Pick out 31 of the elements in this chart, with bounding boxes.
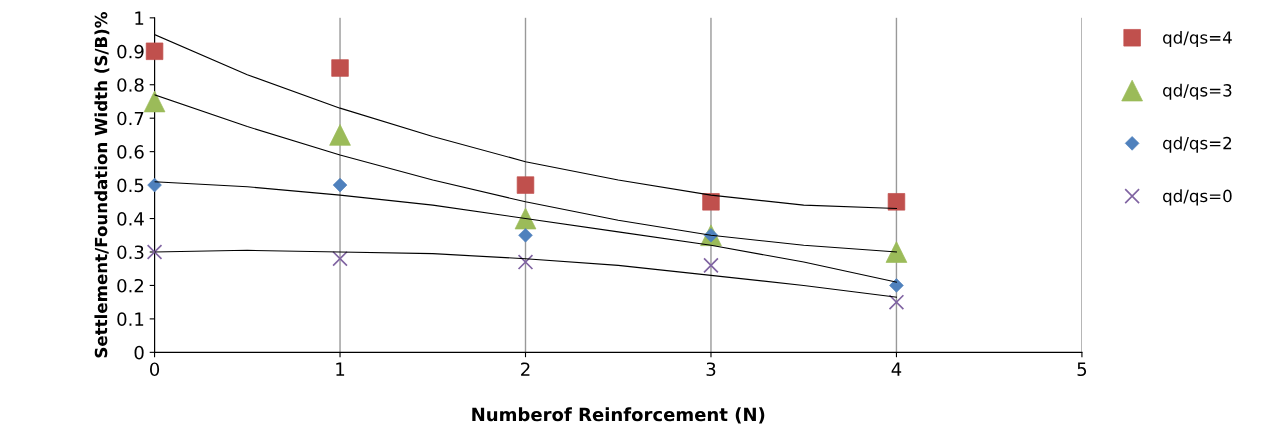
- x-tick-label: 4: [891, 362, 902, 376]
- y-tick-label: 0.1: [117, 312, 144, 327]
- x-tick-label: 3: [706, 362, 716, 377]
- y-tick-label: 0.2: [117, 278, 144, 293]
- y-tick-label: 0.6: [117, 145, 144, 159]
- point: [703, 257, 719, 274]
- y-tick-label: 0.9: [117, 44, 144, 59]
- point: [518, 228, 533, 243]
- point: [516, 176, 535, 194]
- legend-label: qd/qs=2: [1163, 136, 1232, 153]
- y-tick-label: 0.8: [117, 78, 144, 92]
- point: [517, 254, 534, 270]
- point: [332, 250, 348, 267]
- x-tick-label: 1: [336, 362, 345, 376]
- y-tick-label: 0.5: [117, 178, 144, 193]
- y-axis-title: Settlement/Foundation Width (S/B)%: [94, 12, 110, 358]
- x-axis-title: Numberof Reinforcement (N): [472, 407, 765, 424]
- y-tick-label: 0.4: [117, 212, 144, 226]
- legend-label: qd/qs=0: [1163, 189, 1232, 206]
- legend-label: qd/qs=3: [1163, 83, 1232, 100]
- x-tick-label: 2: [521, 362, 530, 376]
- y-tick-label: 0.3: [117, 245, 144, 260]
- y-tick-label: 0.7: [117, 111, 144, 126]
- x-tick-label: 0: [150, 362, 160, 377]
- point: [145, 42, 164, 60]
- point: [888, 294, 905, 310]
- y-tick-label: 0: [134, 345, 144, 360]
- x-tick-label: 5: [1077, 362, 1087, 377]
- legend-label: qd/qs=4: [1163, 30, 1232, 48]
- point: [146, 244, 163, 260]
- y-tick-label: 1: [135, 11, 144, 25]
